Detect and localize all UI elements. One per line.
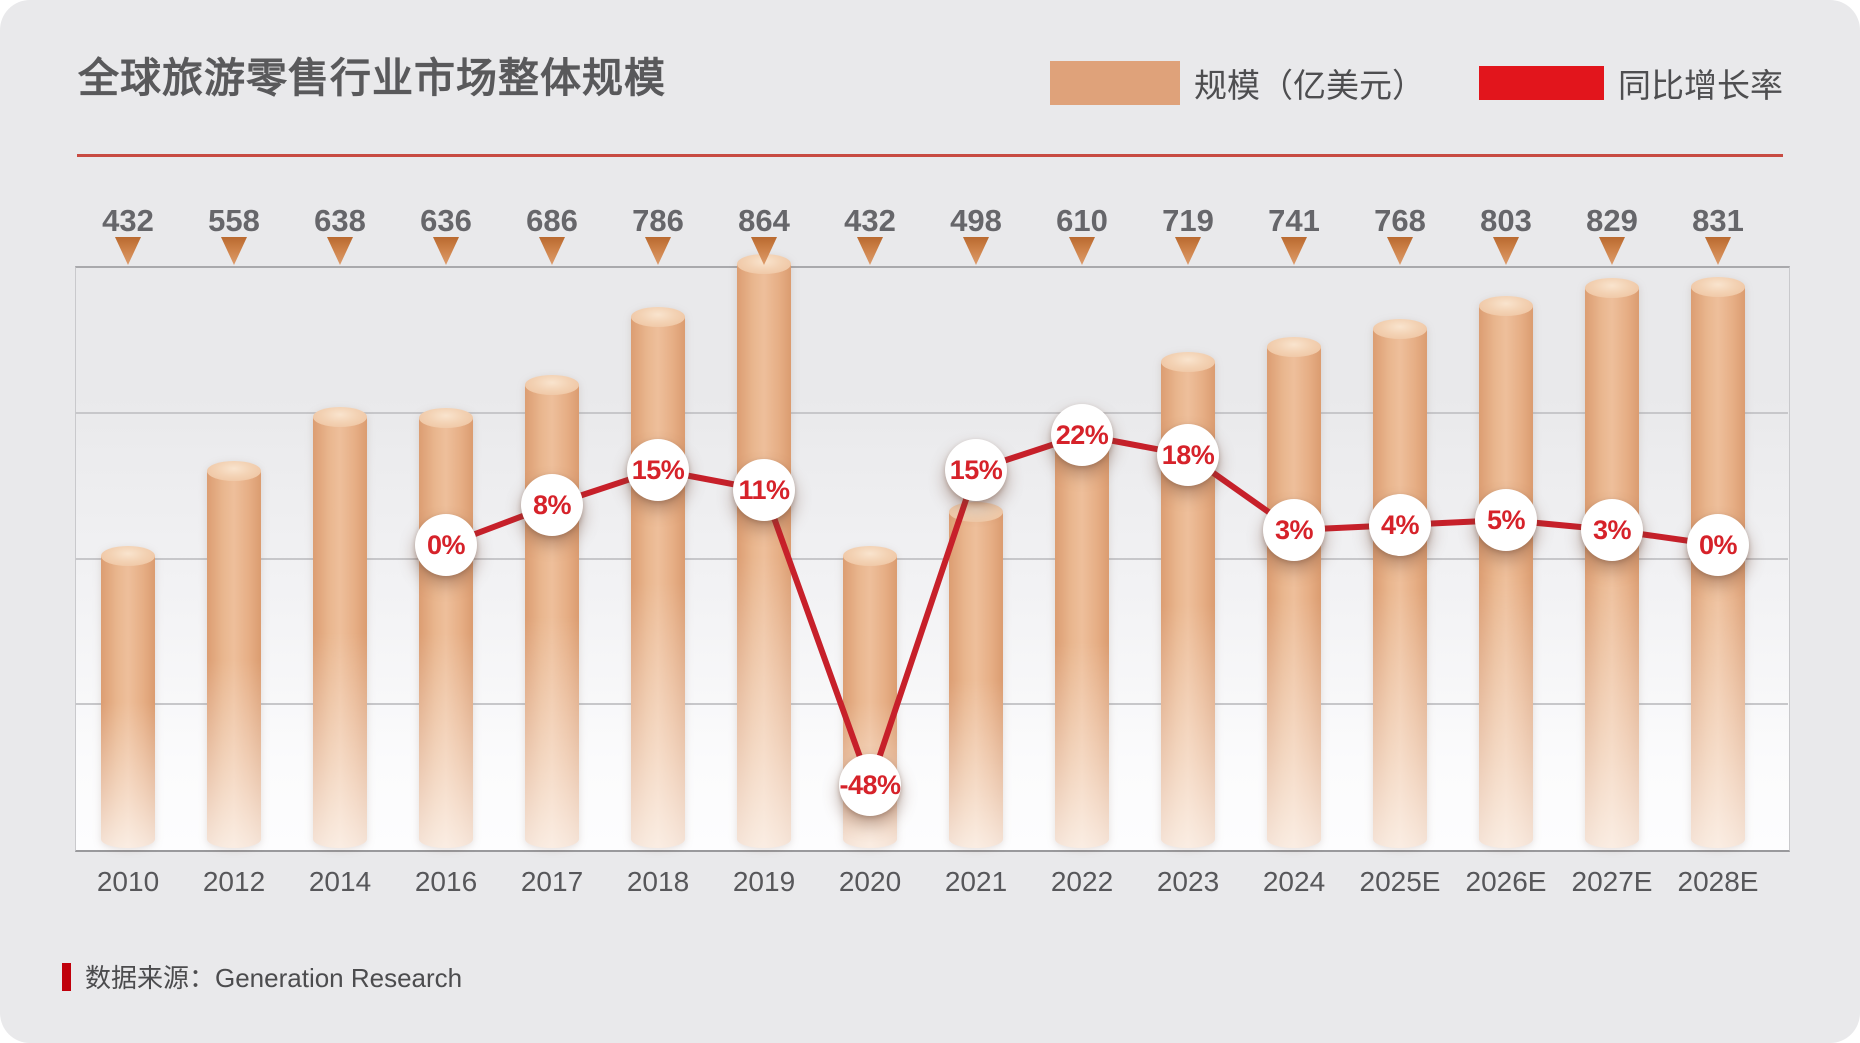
x-axis-label-2018: 2018 [626, 866, 690, 897]
down-triangle-icon [645, 237, 671, 265]
legend-line-label: 同比增长率 [1618, 67, 1783, 104]
x-axis-label-2016: 2016 [414, 866, 478, 897]
x-axis-label-2020: 2020 [838, 866, 902, 897]
growth-marker-2023: 18% [1157, 424, 1219, 486]
bar-cap [843, 546, 897, 567]
bar-2027E [1585, 277, 1639, 848]
title-divider-line [77, 154, 1783, 157]
legend-line-swatch [1479, 66, 1604, 100]
bar-2026E [1479, 295, 1533, 848]
down-triangle-icon [221, 237, 247, 265]
bar-2012 [207, 461, 261, 848]
bar-cap [101, 546, 155, 567]
growth-marker-2020: -48% [839, 754, 901, 816]
x-axis-label-2022: 2022 [1050, 866, 1114, 897]
down-triangle-icon [1387, 237, 1413, 265]
growth-marker-2018: 15% [627, 439, 689, 501]
x-axis-label-2021: 2021 [944, 866, 1008, 897]
down-triangle-icon [857, 237, 883, 265]
growth-marker-2019: 11% [733, 459, 795, 521]
value-label-2010: 432 [102, 203, 154, 238]
bar-cap [631, 306, 685, 327]
value-label-2012: 558 [208, 203, 260, 238]
bar-2017 [525, 374, 579, 848]
bar-2014 [313, 406, 367, 848]
growth-marker-2028E: 0% [1687, 514, 1749, 576]
value-label-2026E: 803 [1480, 203, 1532, 238]
bar-cap [1691, 276, 1745, 297]
value-label-2021: 498 [950, 203, 1002, 238]
bar-2010 [101, 546, 155, 848]
down-triangle-icon [1493, 237, 1519, 265]
bar-2018 [631, 306, 685, 848]
x-axis-label-2012: 2012 [202, 866, 266, 897]
value-label-2024: 741 [1268, 203, 1320, 238]
down-triangle-icon [1281, 237, 1307, 265]
value-label-2022: 610 [1056, 203, 1108, 238]
growth-marker-2016: 0% [415, 514, 477, 576]
down-triangle-icon [115, 237, 141, 265]
down-triangle-icon [539, 237, 565, 265]
bar-cap [313, 406, 367, 427]
down-triangle-icon [327, 237, 353, 265]
bar-cap [1267, 337, 1321, 358]
growth-marker-2022: 22% [1051, 404, 1113, 466]
legend-bar-label: 规模（亿美元） [1194, 67, 1425, 104]
growth-marker-2025E: 4% [1369, 494, 1431, 556]
growth-marker-2026E: 5% [1475, 489, 1537, 551]
value-label-2020: 432 [844, 203, 896, 238]
value-label-2028E: 831 [1692, 203, 1744, 238]
down-triangle-icon [433, 237, 459, 265]
x-axis-label-2019: 2019 [732, 866, 796, 897]
down-triangle-icon [1599, 237, 1625, 265]
growth-marker-2017: 8% [521, 474, 583, 536]
bar-2024 [1267, 337, 1321, 848]
chart-title: 全球旅游零售行业市场整体规模 [78, 55, 666, 101]
bar-cap [419, 408, 473, 429]
legend: 规模（亿美元） 同比增长率 [1050, 55, 1783, 111]
value-label-2025E: 768 [1374, 203, 1426, 238]
bar-cap [949, 501, 1003, 522]
bar-cap [525, 374, 579, 395]
x-axis-label-2027E: 2027E [1571, 866, 1653, 897]
down-triangle-icon [1175, 237, 1201, 265]
bar-cap [1585, 277, 1639, 298]
bar-2019 [737, 254, 791, 848]
x-axis-label-2010: 2010 [96, 866, 160, 897]
bar-cap [207, 461, 261, 482]
bar-2016 [419, 408, 473, 848]
bar-cap [1479, 295, 1533, 316]
bar-2022 [1055, 425, 1109, 848]
bar-2021 [949, 501, 1003, 848]
bar-cap [1373, 319, 1427, 340]
value-label-2014: 638 [314, 203, 366, 238]
down-triangle-icon [1069, 237, 1095, 265]
x-axis-label-2014: 2014 [308, 866, 372, 897]
value-label-2016: 636 [420, 203, 472, 238]
gridline [75, 412, 1788, 415]
x-axis-label-2026E: 2026E [1465, 866, 1547, 897]
source-marker-icon [62, 962, 71, 991]
bar-cap [1161, 352, 1215, 373]
x-axis-label-2028E: 2028E [1677, 866, 1759, 897]
value-label-2023: 719 [1162, 203, 1214, 238]
growth-marker-2024: 3% [1263, 499, 1325, 561]
x-axis-label-2024: 2024 [1262, 866, 1326, 897]
down-triangle-icon [1705, 237, 1731, 265]
growth-marker-2021: 15% [945, 439, 1007, 501]
value-label-2027E: 829 [1586, 203, 1638, 238]
legend-bar-swatch [1050, 61, 1180, 105]
x-axis-label-2023: 2023 [1156, 866, 1220, 897]
source-text: 数据来源：Generation Research [85, 963, 463, 993]
growth-marker-2027E: 3% [1581, 499, 1643, 561]
x-axis-label-2017: 2017 [520, 866, 584, 897]
source-note: 数据来源：Generation Research [62, 958, 462, 995]
x-axis-label-2025E: 2025E [1359, 866, 1441, 897]
value-label-2019: 864 [738, 203, 790, 238]
down-triangle-icon [963, 237, 989, 265]
value-label-2018: 786 [632, 203, 684, 238]
value-label-2017: 686 [526, 203, 578, 238]
bar-2025E [1373, 319, 1427, 848]
